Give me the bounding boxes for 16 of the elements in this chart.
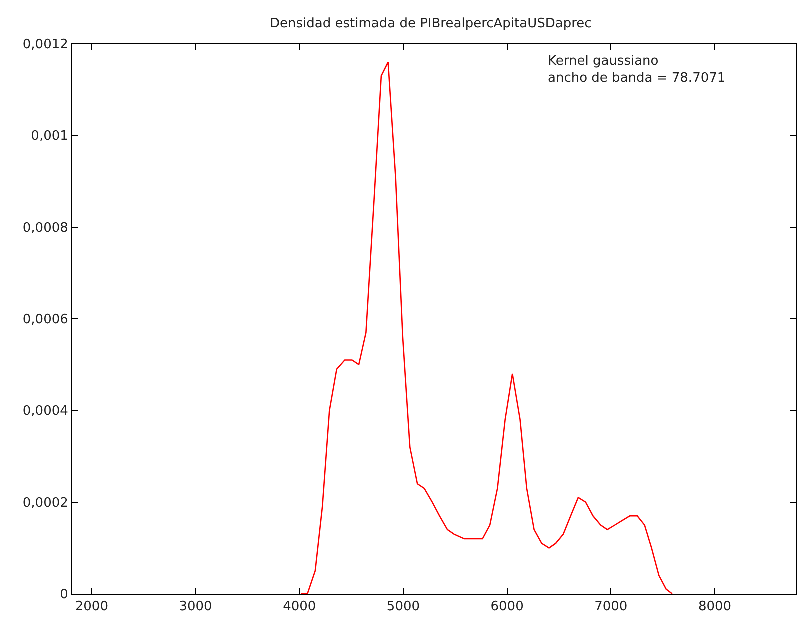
y-tick-label: 0 [60,588,68,603]
y-tick-label: 0,001 [31,129,68,144]
y-tick-label: 0,0008 [22,220,68,236]
x-tick-label: 6000 [490,600,524,615]
x-tick-label: 8000 [698,600,732,615]
x-tick-label: 7000 [594,600,628,615]
x-tick-label: 4000 [283,600,316,615]
y-tick-label: 0,0012 [22,38,68,53]
x-tick-label: 5000 [386,600,420,615]
x-tick-label: 3000 [179,600,212,615]
y-tick-label: 0,0002 [22,496,68,511]
chart-title: Densidad estimada de PIBrealpercApitaUSDaprec [270,16,592,32]
x-tick-label: 2000 [75,600,108,615]
y-tick-label: 0,0004 [22,404,68,420]
annotation: Kernel gaussiano ancho de banda = 78.7071 [548,54,726,86]
y-tick-label: 0,0006 [22,312,68,328]
